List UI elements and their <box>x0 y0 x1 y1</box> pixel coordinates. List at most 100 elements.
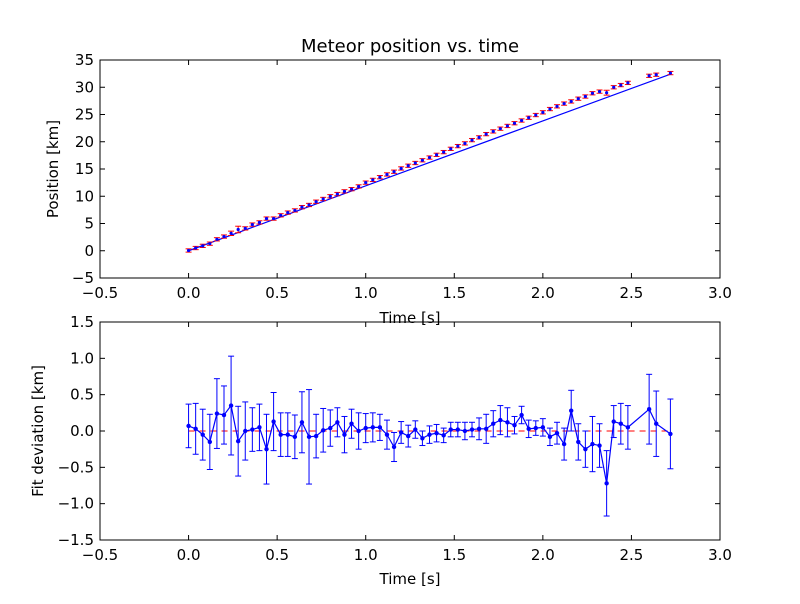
bottom-data-point <box>186 423 191 429</box>
top-data-point <box>548 107 552 111</box>
top-x-ticks: −0.5 0.0 0.5 1.0 1.5 2.0 2.5 3.0 <box>82 60 732 302</box>
top-data-point <box>342 189 347 193</box>
top-data-point <box>272 216 276 221</box>
top-data-point <box>385 172 389 177</box>
fit-line <box>188 73 671 252</box>
top-data-point <box>569 99 573 104</box>
bottom-y-ticks: −1.5 −1.0 −0.5 0.0 0.5 1.0 1.5 <box>58 313 720 549</box>
bottom-data-point <box>625 425 631 430</box>
top-x-axis-label: Time [s] <box>379 309 441 327</box>
top-data-point <box>264 216 269 221</box>
top-data-point <box>229 231 233 235</box>
bottom-data-point <box>257 425 262 430</box>
top-plot-area <box>185 70 674 253</box>
top-data-point <box>555 104 559 108</box>
bottom-data-point <box>193 426 198 432</box>
bottom-data-point <box>221 412 227 418</box>
bottom-data-point <box>597 443 602 448</box>
top-data-point <box>413 161 417 165</box>
bottom-data-point <box>285 432 290 437</box>
bottom-data-point <box>646 407 652 412</box>
top-data-point <box>512 121 517 125</box>
top-data-point <box>371 178 375 182</box>
bottom-data-point <box>342 432 347 437</box>
top-data-point <box>250 222 254 227</box>
top-data-point <box>470 138 474 142</box>
bottom-data-point <box>519 412 524 418</box>
top-data-point <box>590 91 595 95</box>
bottom-y-tick-label: −0.5 <box>58 458 94 476</box>
top-data-point <box>527 116 531 120</box>
bottom-data-point <box>505 420 510 425</box>
bottom-data-point <box>200 432 205 437</box>
top-data-point <box>399 166 403 171</box>
bottom-data-point <box>512 422 517 428</box>
top-data-point <box>463 141 467 145</box>
bottom-x-tick-label: 0.5 <box>265 546 289 564</box>
bottom-plot-area <box>185 355 674 517</box>
bottom-y-tick-label: 1.0 <box>70 349 94 367</box>
top-data-point <box>378 175 382 179</box>
top-data-point <box>307 203 311 207</box>
bottom-data-point <box>441 433 446 438</box>
bottom-x-tick-label: 0.0 <box>177 546 201 564</box>
bottom-data-point <box>370 425 375 430</box>
bottom-x-tick-label: 2.5 <box>619 546 643 564</box>
bottom-data-point <box>391 444 397 450</box>
top-data-point <box>654 73 658 77</box>
top-data-point <box>449 147 453 151</box>
bottom-data-point <box>235 438 241 444</box>
bottom-data-point <box>384 432 390 437</box>
top-data-point <box>520 118 524 123</box>
bottom-data-point <box>271 419 276 424</box>
top-data-point <box>442 150 446 154</box>
bottom-data-point <box>434 430 439 436</box>
top-panel: Meteor position vs. time −0.5 0.0 0.5 1.0 1.… <box>44 36 732 327</box>
top-x-tick-label: −0.5 <box>82 284 118 302</box>
bottom-data-point <box>299 420 305 425</box>
top-data-point <box>357 184 361 189</box>
top-data-point <box>562 102 566 106</box>
top-x-tick-label: 3.0 <box>708 284 732 302</box>
bottom-x-tick-label: 1.0 <box>354 546 378 564</box>
top-data-point <box>505 124 510 128</box>
bottom-x-ticks: −0.5 0.0 0.5 1.0 1.5 2.0 2.5 3.0 <box>82 322 732 564</box>
top-data-point <box>420 158 424 162</box>
bottom-data-point <box>668 431 673 437</box>
bottom-data-point <box>491 421 496 426</box>
top-data-point <box>484 132 488 136</box>
top-y-tick-label: 25 <box>75 106 94 124</box>
top-data-point <box>243 226 247 231</box>
top-data-point <box>477 135 481 139</box>
bottom-data-point <box>540 425 546 430</box>
top-data-point <box>647 74 651 78</box>
top-data-point <box>427 155 432 160</box>
top-data-point <box>186 248 191 253</box>
top-data-point <box>406 164 410 168</box>
bottom-data-point <box>243 428 248 434</box>
bottom-data-point <box>618 421 623 426</box>
top-data-point <box>576 97 580 101</box>
bottom-data-point <box>462 428 468 434</box>
top-chart-title: Meteor position vs. time <box>301 36 519 57</box>
deviation-series-line <box>188 404 671 484</box>
top-data-point <box>612 85 616 89</box>
bottom-x-axis-label: Time [s] <box>379 570 441 588</box>
bottom-data-point <box>413 427 418 432</box>
bottom-x-tick-label: 3.0 <box>708 546 732 564</box>
top-y-ticks: −5 0 5 10 15 20 25 30 35 <box>72 51 720 287</box>
bottom-data-point <box>321 428 326 433</box>
bottom-data-point <box>398 430 404 435</box>
bottom-data-point <box>498 417 503 423</box>
bottom-data-point <box>207 439 213 445</box>
top-x-tick-label: 2.5 <box>619 284 643 302</box>
top-data-point <box>286 211 290 215</box>
bottom-y-tick-label: 0.0 <box>70 422 94 440</box>
bottom-data-point <box>483 426 489 432</box>
top-data-point <box>328 194 332 198</box>
bottom-data-point <box>654 421 659 426</box>
top-data-point <box>194 246 198 250</box>
bottom-data-point <box>476 426 482 432</box>
top-data-point <box>668 71 673 75</box>
